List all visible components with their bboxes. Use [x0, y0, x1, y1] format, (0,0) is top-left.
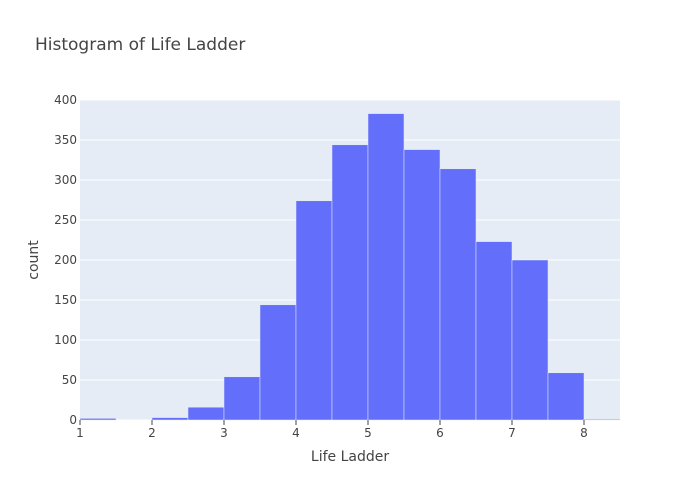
x-axis-ticks: 1 2 3 4 5 6 7 8	[76, 420, 588, 440]
histogram-bar	[187, 406, 225, 421]
y-tick-label: 100	[54, 333, 77, 347]
x-tick-label: 3	[220, 426, 228, 440]
histogram-bar	[259, 304, 297, 421]
histogram-bar	[295, 200, 333, 421]
histogram-bar	[331, 144, 369, 421]
x-tick-label: 8	[580, 426, 588, 440]
y-tick-label: 350	[54, 133, 77, 147]
x-tick-label: 4	[292, 426, 300, 440]
histogram-bar	[475, 241, 513, 421]
histogram-bar	[511, 259, 549, 421]
y-axis-ticks: 0 50 100 150 200 250 300 350 400	[54, 93, 77, 427]
histogram-bar	[223, 376, 261, 421]
histogram-bar	[403, 149, 441, 421]
y-axis-title: count	[26, 240, 42, 280]
chart-title: Histogram of Life Ladder	[35, 35, 245, 55]
histogram-bar	[79, 418, 117, 421]
y-tick-label: 250	[54, 213, 77, 227]
histogram-bar	[583, 418, 621, 421]
y-tick-label: 150	[54, 293, 77, 307]
y-tick-label: 0	[69, 413, 77, 427]
bars	[79, 113, 621, 421]
x-tick-label: 1	[76, 426, 84, 440]
x-tick-label: 6	[436, 426, 444, 440]
y-tick-label: 400	[54, 93, 77, 107]
y-tick-label: 200	[54, 253, 77, 267]
histogram-bar	[439, 168, 477, 421]
histogram-bar	[367, 113, 405, 421]
x-tick-label: 2	[148, 426, 156, 440]
histogram-bar	[151, 417, 189, 421]
x-tick-label: 7	[508, 426, 516, 440]
x-axis-title: Life Ladder	[311, 449, 389, 465]
x-tick-label: 5	[364, 426, 372, 440]
histogram-bar	[547, 372, 585, 421]
y-tick-label: 50	[62, 373, 77, 387]
y-tick-label: 300	[54, 173, 77, 187]
